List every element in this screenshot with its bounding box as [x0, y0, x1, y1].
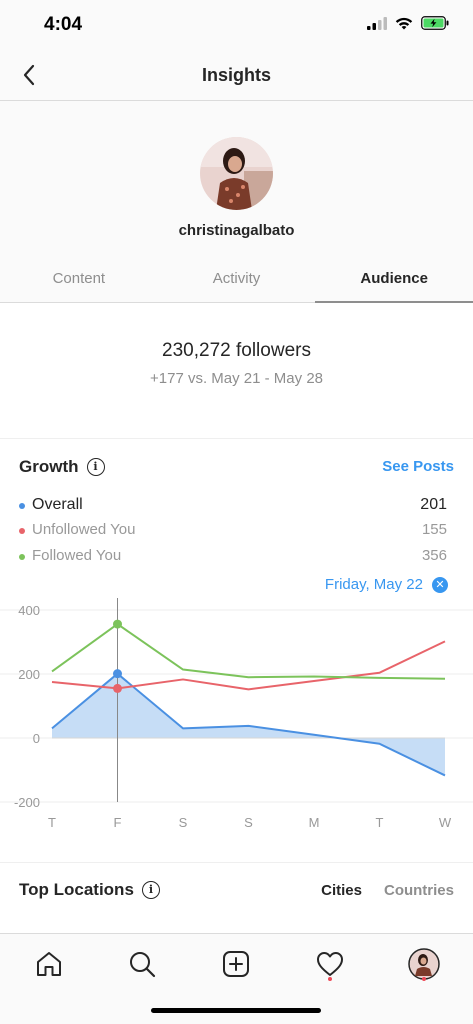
back-button[interactable] — [14, 60, 44, 90]
profile-avatar-icon — [408, 948, 440, 980]
avatar[interactable] — [200, 137, 273, 210]
status-bar: 4:04 — [0, 0, 473, 50]
top-locations-title-text: Top Locations — [19, 880, 134, 899]
tab-activity[interactable]: Activity — [212, 270, 261, 287]
legend-item-overall[interactable]: Overall 201 — [19, 496, 447, 518]
profile-header: christinagalbato Content Activity Audien… — [0, 101, 473, 303]
legend-dot — [19, 503, 25, 509]
selected-date: Friday, May 22 — [324, 576, 423, 593]
selected-point-followed-you — [113, 619, 122, 629]
tab-search[interactable] — [122, 944, 162, 984]
growth-chart[interactable]: 400 200 0 -200 T F S S M T W — [0, 598, 473, 833]
growth-title-text: Growth — [19, 457, 79, 476]
tab-new-post[interactable] — [216, 944, 256, 984]
legend-dot — [19, 528, 25, 534]
x-tick-label: S — [244, 815, 253, 830]
legend-dot — [19, 554, 25, 560]
legend-label: Followed You — [32, 547, 122, 564]
info-icon[interactable]: i — [86, 458, 105, 476]
x-tick-label: S — [179, 815, 188, 830]
x-tick-label: F — [114, 815, 122, 830]
tab-content[interactable]: Content — [52, 270, 106, 287]
y-tick-label: 0 — [33, 731, 40, 746]
legend-value: 201 — [420, 496, 447, 513]
wifi-icon — [395, 17, 413, 29]
see-posts-button[interactable]: See Posts — [382, 458, 454, 475]
legend-value: 356 — [421, 547, 447, 564]
followers-count: 230,272 followers — [162, 340, 311, 361]
home-icon — [37, 952, 61, 976]
x-tick-label: M — [309, 815, 320, 830]
section-divider — [0, 862, 473, 863]
y-tick-label: -200 — [14, 795, 40, 810]
legend-label: Unfollowed You — [32, 521, 136, 538]
tab-audience[interactable]: Audience — [315, 261, 473, 303]
status-time: 4:04 — [44, 14, 83, 35]
tab-home[interactable] — [29, 944, 69, 984]
close-icon[interactable]: ✕ — [432, 576, 448, 593]
followers-summary: 230,272 followers +177 vs. May 21 - May … — [0, 340, 473, 387]
info-icon[interactable]: i — [141, 881, 160, 899]
battery-charging-icon — [421, 16, 449, 30]
tab-countries[interactable]: Countries — [383, 882, 454, 899]
signal-icon — [367, 16, 387, 30]
profile-username[interactable]: christinagalbato — [178, 222, 295, 239]
legend-item-followed[interactable]: Followed You 356 — [19, 547, 447, 569]
y-tick-label: 200 — [18, 667, 40, 682]
home-indicator — [151, 1008, 321, 1013]
insights-tabs: Content Activity Audience — [0, 261, 473, 303]
x-tick-label: T — [48, 815, 56, 830]
selected-point-overall — [113, 669, 122, 679]
new-post-icon — [223, 951, 249, 977]
top-locations-header: Top Locations i Cities Countries — [19, 880, 454, 904]
legend-item-unfollowed[interactable]: Unfollowed You 155 — [19, 521, 447, 543]
chevron-left-icon — [23, 64, 35, 86]
x-tick-label: T — [376, 815, 384, 830]
search-icon — [130, 952, 156, 978]
top-locations-title: Top Locations i — [19, 880, 160, 900]
activity-heart-icon — [317, 952, 343, 976]
nav-bar: Insights — [0, 50, 473, 101]
tab-profile[interactable] — [404, 944, 444, 984]
y-tick-label: 400 — [18, 603, 40, 618]
legend-value: 155 — [421, 521, 447, 538]
profile-notification-dot — [422, 977, 426, 981]
x-tick-label: W — [439, 815, 452, 830]
page-title: Insights — [201, 65, 271, 85]
activity-notification-dot — [328, 977, 332, 981]
growth-title: Growth i — [19, 457, 105, 477]
selected-date-chip[interactable]: Friday, May 22 ✕ — [325, 576, 448, 593]
growth-header: Growth i See Posts — [19, 457, 454, 479]
status-icons — [367, 16, 449, 30]
followers-delta: +177 vs. May 21 - May 28 — [150, 370, 323, 387]
selected-point-unfollowed-you — [113, 683, 122, 693]
tab-cities[interactable]: Cities — [321, 882, 362, 899]
overall-area — [52, 673, 445, 776]
legend-label: Overall — [32, 496, 83, 513]
tab-activity-feed[interactable] — [310, 944, 350, 984]
section-divider — [0, 438, 473, 439]
